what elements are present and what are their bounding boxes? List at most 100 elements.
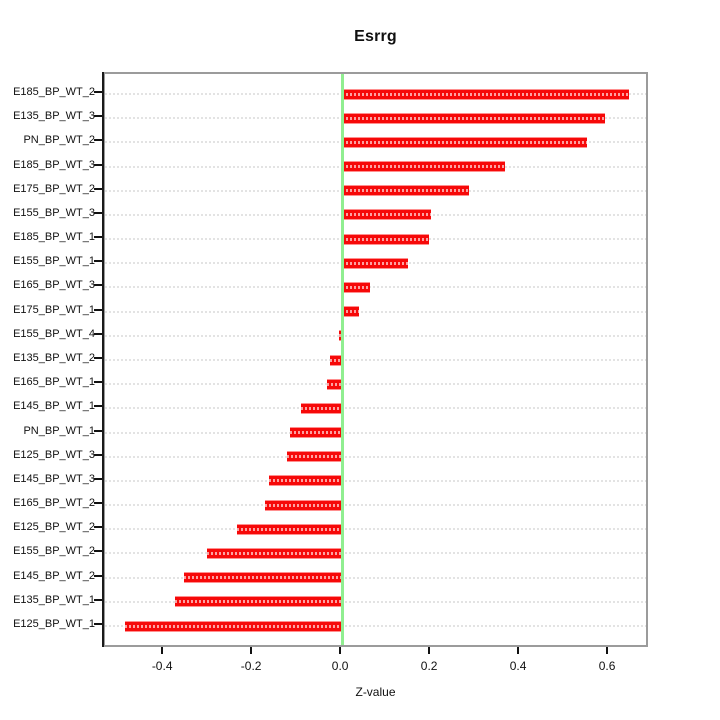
category-label: E165_BP_WT_1 xyxy=(13,376,95,389)
x-tick xyxy=(428,647,431,654)
y-tick xyxy=(94,187,102,190)
category-label: E165_BP_WT_2 xyxy=(13,497,95,510)
bar-center-dashes xyxy=(265,503,343,507)
y-tick xyxy=(94,429,102,432)
bar xyxy=(342,185,469,197)
x-tick xyxy=(161,647,164,654)
bar-center-dashes xyxy=(342,165,505,169)
category-label: E155_BP_WT_3 xyxy=(13,206,95,219)
bar xyxy=(342,233,429,245)
x-tick xyxy=(517,647,520,654)
y-tick xyxy=(94,477,102,480)
y-tick xyxy=(94,284,102,287)
bar xyxy=(175,596,343,608)
x-tick xyxy=(339,647,342,654)
row-gridline xyxy=(105,552,646,555)
bar xyxy=(342,161,505,173)
category-label: E145_BP_WT_1 xyxy=(13,400,95,413)
category-label: E125_BP_WT_1 xyxy=(13,618,95,630)
category-label: E165_BP_WT_3 xyxy=(13,279,95,292)
x-tick-label: 0.0 xyxy=(331,659,349,673)
bar-center-dashes xyxy=(327,382,343,386)
bar xyxy=(342,136,587,148)
bar xyxy=(290,427,343,439)
category-label: E185_BP_WT_3 xyxy=(13,158,95,171)
category-label: E145_BP_WT_2 xyxy=(13,569,95,582)
category-label: E175_BP_WT_2 xyxy=(13,182,95,195)
row-gridline xyxy=(105,286,646,289)
category-label: E125_BP_WT_2 xyxy=(13,521,95,534)
x-tick-label: -0.4 xyxy=(151,659,173,673)
bar xyxy=(184,572,343,584)
y-tick xyxy=(94,163,102,166)
bar-center-dashes xyxy=(290,431,343,435)
y-tick xyxy=(94,260,102,263)
row-gridline xyxy=(105,479,646,482)
y-tick xyxy=(94,139,102,142)
y-tick xyxy=(94,115,102,118)
category-label: E135_BP_WT_3 xyxy=(13,110,95,123)
bar-center-dashes xyxy=(342,285,371,289)
bar-center-dashes xyxy=(184,576,343,580)
y-tick xyxy=(94,502,102,505)
bar xyxy=(330,354,343,366)
bar xyxy=(327,378,343,390)
y-tick xyxy=(94,550,102,553)
y-tick xyxy=(94,236,102,239)
y-tick xyxy=(94,211,102,214)
bar-center-dashes xyxy=(342,116,605,120)
category-label: E135_BP_WT_2 xyxy=(13,352,95,364)
y-axis-line xyxy=(102,72,104,647)
bar xyxy=(342,112,605,124)
row-gridline xyxy=(105,528,646,531)
y-tick xyxy=(94,308,102,311)
bar-center-dashes xyxy=(269,479,343,483)
y-tick xyxy=(94,405,102,408)
bar-center-dashes xyxy=(342,92,630,96)
category-label: E155_BP_WT_1 xyxy=(13,255,95,268)
category-label: E185_BP_WT_2 xyxy=(13,86,95,98)
row-gridline xyxy=(105,600,646,603)
y-tick xyxy=(94,453,102,456)
bar-center-dashes xyxy=(125,624,343,628)
x-tick-label: 0.2 xyxy=(420,659,438,673)
bar-center-dashes xyxy=(342,140,587,144)
y-tick xyxy=(94,381,102,384)
y-tick xyxy=(94,526,102,529)
category-label: E145_BP_WT_3 xyxy=(13,472,95,485)
row-gridline xyxy=(105,576,646,579)
bar xyxy=(301,402,343,414)
category-label: E155_BP_WT_2 xyxy=(13,545,95,558)
category-label: PN_BP_WT_1 xyxy=(23,424,95,437)
bar xyxy=(286,451,343,463)
bar-center-dashes xyxy=(175,600,343,604)
bar-center-dashes xyxy=(342,189,469,193)
bar xyxy=(342,209,432,221)
x-tick-label: 0.4 xyxy=(509,659,527,673)
x-axis-title: Z-value xyxy=(355,685,396,699)
x-tick-label: -0.2 xyxy=(240,659,262,673)
bar-center-dashes xyxy=(342,310,360,314)
bar xyxy=(339,330,343,342)
x-tick xyxy=(250,647,253,654)
bar xyxy=(237,523,343,535)
bar-center-dashes xyxy=(339,334,343,338)
category-label: E135_BP_WT_1 xyxy=(13,593,95,606)
y-tick xyxy=(94,598,102,601)
bar-center-dashes xyxy=(330,358,343,362)
y-tick xyxy=(94,91,102,93)
bar-center-dashes xyxy=(342,261,408,265)
x-tick-label: 0.6 xyxy=(598,659,616,673)
y-tick xyxy=(94,574,102,577)
category-label: E125_BP_WT_3 xyxy=(13,448,95,461)
bar xyxy=(265,499,343,511)
plot-area xyxy=(103,72,648,647)
bar-center-dashes xyxy=(207,551,343,555)
bar xyxy=(342,306,360,318)
category-label: PN_BP_WT_2 xyxy=(23,134,95,147)
bar xyxy=(342,88,630,100)
bar xyxy=(125,620,343,632)
row-gridline xyxy=(105,334,646,337)
row-gridline xyxy=(105,431,646,434)
